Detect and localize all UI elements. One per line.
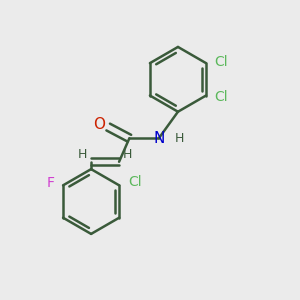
Text: Cl: Cl — [214, 55, 228, 69]
Text: Cl: Cl — [128, 176, 142, 189]
Text: H: H — [175, 132, 184, 145]
Text: F: F — [47, 176, 55, 190]
Text: H: H — [123, 148, 133, 161]
Text: Cl: Cl — [214, 90, 228, 104]
Text: O: O — [93, 117, 105, 132]
Text: H: H — [78, 148, 87, 161]
Text: N: N — [153, 131, 164, 146]
